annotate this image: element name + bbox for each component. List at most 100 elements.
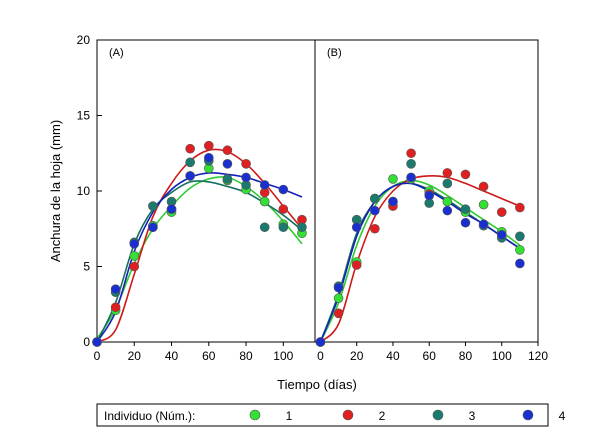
x-tick-label: 0 <box>94 349 101 363</box>
x-tick-label: 40 <box>165 349 179 363</box>
data-point-4 <box>259 180 270 190</box>
legend-marker-3 <box>432 409 444 421</box>
data-point-2 <box>241 159 251 169</box>
data-point-2 <box>185 143 195 154</box>
legend-marker-1 <box>249 409 261 421</box>
legend-box <box>96 403 549 427</box>
data-point-4 <box>333 282 344 293</box>
legend-title: Individuo (Núm.): <box>104 409 195 423</box>
data-point-2 <box>442 168 453 178</box>
y-tick-label: 5 <box>83 260 90 274</box>
data-point-4 <box>460 217 471 228</box>
data-point-2 <box>129 261 140 272</box>
data-point-2 <box>406 148 416 159</box>
x-tick-label: 80 <box>459 349 473 363</box>
data-point-2 <box>110 302 121 313</box>
data-point-4 <box>185 171 195 181</box>
data-point-4 <box>442 205 453 216</box>
data-point-3 <box>370 193 380 204</box>
data-point-4 <box>370 205 380 216</box>
plot-frames <box>96 39 539 346</box>
data-point-1 <box>259 196 270 207</box>
x-tick-label: 100 <box>273 349 293 363</box>
data-point-1 <box>442 196 453 207</box>
legend-marker-2 <box>342 409 354 421</box>
fit-curve-1 <box>319 179 521 343</box>
y-tick-label: 10 <box>77 184 91 198</box>
x-tick-label: 40 <box>386 349 400 363</box>
data-point-3 <box>460 204 471 214</box>
x-tick-label: 100 <box>492 349 512 363</box>
legend-label-3: 3 <box>469 409 476 423</box>
data-point-3 <box>278 222 289 233</box>
x-axis-title: Tiempo (días) <box>277 377 357 392</box>
data-point-4 <box>424 190 435 201</box>
data-point-1 <box>333 293 344 304</box>
x-tick-label: 80 <box>239 349 253 363</box>
data-point-4 <box>478 219 489 230</box>
data-point-4 <box>388 196 398 207</box>
x-tick-label: 20 <box>350 349 364 363</box>
data-point-4 <box>315 337 326 347</box>
legend-label-2: 2 <box>379 409 386 423</box>
data-point-3 <box>185 157 195 168</box>
fitted-curves <box>96 148 521 343</box>
data-point-1 <box>388 174 398 184</box>
legend-label-4: 4 <box>559 409 566 423</box>
data-point-4 <box>203 152 214 163</box>
legend: Individuo (Núm.): 1 2 3 4 <box>96 403 566 427</box>
data-point-4 <box>110 284 121 294</box>
x-tick-label: 60 <box>423 349 437 363</box>
panel-frame <box>314 39 539 343</box>
data-point-1 <box>478 199 489 210</box>
y-axis-title: Anchura de la hoja (mm) <box>48 120 63 262</box>
fit-curve-1 <box>96 176 303 340</box>
data-point-2 <box>333 308 344 319</box>
y-tick-label: 15 <box>77 109 91 123</box>
data-point-4 <box>92 337 102 347</box>
panel-label: (B) <box>327 47 342 59</box>
fit-curve-3 <box>96 180 303 343</box>
data-points <box>92 140 525 347</box>
data-point-2 <box>460 169 471 180</box>
x-tick-label: 0 <box>317 349 324 363</box>
data-point-4 <box>166 204 177 214</box>
x-tick-label: 120 <box>528 349 548 363</box>
data-point-3 <box>406 159 416 169</box>
data-point-3 <box>148 201 158 211</box>
fit-curve-2 <box>96 148 303 343</box>
data-point-4 <box>278 184 289 195</box>
axis-text: 0 5 10 15 20 Anchura de la hoja (mm) Tiempo (d… <box>48 33 548 392</box>
data-point-1 <box>129 251 140 261</box>
data-point-4 <box>222 159 233 169</box>
data-point-3 <box>259 222 270 233</box>
x-tick-label: 20 <box>128 349 142 363</box>
data-point-2 <box>478 181 489 192</box>
data-point-3 <box>222 174 233 184</box>
data-point-3 <box>515 231 525 242</box>
y-tick-label: 0 <box>83 335 90 349</box>
data-point-3 <box>442 178 453 189</box>
data-point-2 <box>203 140 214 151</box>
panel-label: (A) <box>109 47 124 59</box>
data-point-4 <box>129 239 140 249</box>
y-tick-label: 20 <box>77 33 91 47</box>
data-point-2 <box>370 223 380 234</box>
data-point-4 <box>241 172 251 183</box>
data-point-3 <box>297 222 307 233</box>
fit-curve-4 <box>96 171 303 343</box>
data-point-2 <box>222 145 233 156</box>
data-point-4 <box>351 222 362 233</box>
data-point-1 <box>515 245 525 255</box>
x-tick-label: 60 <box>202 349 216 363</box>
legend-label-1: 1 <box>286 409 293 423</box>
data-point-4 <box>148 222 158 233</box>
data-point-2 <box>496 207 507 217</box>
data-point-2 <box>515 202 525 213</box>
data-point-4 <box>515 258 525 269</box>
legend-marker-4 <box>522 409 534 421</box>
data-point-2 <box>351 260 362 270</box>
data-point-2 <box>278 204 289 214</box>
